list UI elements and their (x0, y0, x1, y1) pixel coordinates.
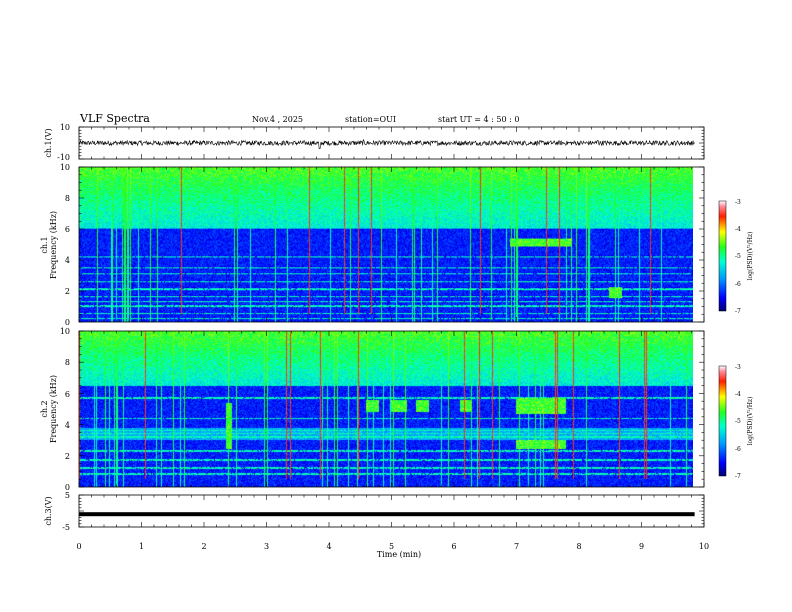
figure-header: VLF Spectra Nov.4 , 2025 station=OUI sta… (79, 112, 519, 125)
ch2-ytick-6: 6 (65, 390, 70, 399)
ch1-spectrogram-ticks (78, 166, 705, 323)
ch1-colorbar-label: log(PSD)(V²/Hz) (747, 232, 754, 281)
ch3-ticks (78, 494, 705, 528)
ch1-ytick-6: 6 (65, 225, 70, 234)
ch1-cb-tick-3: -3 (735, 199, 741, 206)
ch1-freq-label: Frequency (kHz) (49, 211, 58, 279)
xtick-3: 3 (264, 542, 269, 551)
station-label: station=OUI (345, 115, 396, 124)
xtick-9: 9 (639, 542, 644, 551)
date-label: Nov.4 , 2025 (252, 115, 303, 124)
ch2-ytick-8: 8 (65, 358, 70, 367)
ch2-cb-tick-6: -6 (735, 446, 741, 453)
ch3-ylabel: ch.3(V) (44, 496, 53, 525)
ch1-cb-tick-6: -6 (735, 281, 741, 288)
ch2-ytick-10: 10 (60, 327, 70, 336)
ch2-ytick-2: 2 (65, 452, 70, 461)
figure-title: VLF Spectra (79, 112, 150, 125)
xtick-7: 7 (514, 542, 519, 551)
ch2-spectrogram-panel: 0 2 4 6 8 10 ch.2 Frequency (kHz) -3 -4 … (40, 327, 754, 492)
ch1-ytick-2: 2 (65, 287, 70, 296)
ch1-ytick-8: 8 (65, 194, 70, 203)
ch2-cb-tick-5: -5 (735, 418, 741, 425)
ch2-ytick-4: 4 (65, 421, 70, 430)
ch3-ytick-bottom: -5 (62, 523, 70, 532)
ch1-ytick-top: 10 (60, 123, 70, 132)
ch1-spectrogram-image (79, 167, 693, 322)
xtick-0: 0 (76, 542, 81, 551)
x-axis-label: Time (min) (377, 550, 421, 559)
xtick-5: 5 (389, 542, 394, 551)
ch1-ytick-10: 10 (60, 163, 70, 172)
xtick-10: 10 (699, 542, 709, 551)
ch1-ytick-0: 0 (65, 318, 70, 327)
ch2-cb-tick-4: -4 (735, 391, 741, 398)
ch1-ylabel: ch.1(V) (44, 128, 53, 157)
ch1-channel-label: ch.1 (40, 236, 49, 253)
ch3-waveform-line (79, 512, 695, 517)
xtick-2: 2 (201, 542, 206, 551)
ch2-spectrogram-image (79, 331, 693, 487)
ch3-ytick-top: 5 (65, 491, 70, 500)
ch1-ytick-bottom: -10 (57, 153, 70, 162)
ch1-waveform-line (78, 139, 695, 149)
ch2-ytick-0: 0 (65, 483, 70, 492)
ch2-cb-tick-3: -3 (735, 364, 741, 371)
ch2-freq-label: Frequency (kHz) (49, 375, 58, 443)
ch2-colorbar-label: log(PSD)(V²/Hz) (747, 397, 754, 446)
ch1-cb-tick-7: -7 (735, 308, 741, 315)
ch1-cb-tick-4: -4 (735, 226, 741, 233)
ch1-spectrogram-panel: 0 2 4 6 8 10 ch.1 Frequency (kHz) -3 -4 … (40, 163, 754, 327)
ch1-colorbar (718, 200, 727, 312)
ch1-ticks (78, 126, 705, 160)
xtick-1: 1 (139, 542, 144, 551)
ch2-cb-tick-7: -7 (735, 473, 741, 480)
xtick-8: 8 (576, 542, 581, 551)
ch1-waveform-panel: 10 -10 ch.1(V) (44, 123, 705, 162)
start-time-label: start UT = 4 : 50 : 0 (438, 115, 519, 124)
ch2-spectrogram-ticks (78, 330, 705, 488)
ch1-ytick-4: 4 (65, 256, 70, 265)
xtick-6: 6 (451, 542, 456, 551)
ch2-colorbar (718, 365, 727, 477)
ch2-channel-label: ch.2 (40, 400, 49, 417)
xtick-4: 4 (326, 542, 331, 551)
ch3-waveform-panel: 5 -5 ch.3(V) 0 1 2 3 4 5 6 7 8 9 10 Time… (44, 491, 709, 559)
ch1-cb-tick-5: -5 (735, 253, 741, 260)
